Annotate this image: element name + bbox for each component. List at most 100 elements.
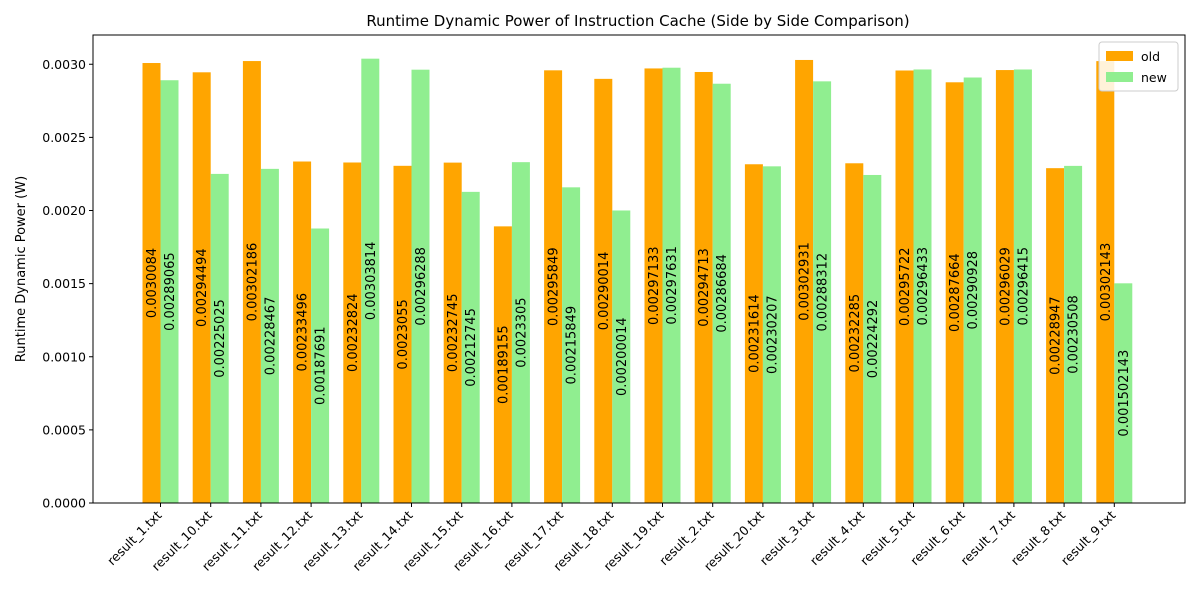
bar-new: [612, 210, 631, 503]
bar-new: [762, 166, 781, 503]
bar-new: [913, 69, 932, 503]
bar-new: [311, 228, 330, 504]
data-label-old: 0.00295722: [898, 247, 913, 326]
bar-new: [160, 80, 179, 504]
data-label-new: 0.00200014: [615, 317, 630, 396]
y-tick-label: 0.0030: [42, 57, 86, 72]
bar-old: [1096, 61, 1115, 503]
bar-old: [644, 68, 663, 503]
bar-old: [1046, 168, 1065, 503]
bar-old: [393, 165, 412, 503]
data-label-new: 0.00303814: [364, 242, 379, 321]
y-tick-label: 0.0010: [42, 349, 86, 364]
data-label-new: 0.00288312: [816, 253, 831, 332]
data-label-new: 0.00296415: [1016, 247, 1031, 326]
data-label-old: 0.00297133: [647, 246, 662, 325]
chart-title: Runtime Dynamic Power of Instruction Cac…: [366, 12, 909, 30]
y-tick-label: 0.0025: [42, 130, 86, 145]
data-label-old: 0.00294494: [195, 248, 210, 327]
bar-new: [963, 77, 982, 504]
data-label-new: 0.00296288: [414, 247, 429, 326]
y-tick-label: 0.0000: [42, 496, 86, 511]
data-label-old: 0.00232285: [848, 294, 863, 373]
data-label-new: 0.00289065: [163, 252, 178, 331]
data-label-new: 0.00224292: [866, 300, 881, 379]
data-label-old: 0.00302186: [245, 243, 260, 322]
data-label-old: 0.0030084: [145, 248, 160, 318]
legend-label-new: new: [1141, 70, 1167, 85]
bar-old: [694, 71, 713, 503]
data-label-new: 0.00230508: [1067, 295, 1082, 374]
bar-new: [863, 174, 882, 503]
bars-layer: [142, 58, 1133, 504]
data-label-old: 0.00231614: [747, 294, 762, 373]
data-label-new: 0.0023305: [514, 297, 529, 367]
data-label-new: 0.00228467: [263, 297, 278, 376]
data-label-old: 0.00189155: [496, 325, 511, 404]
bar-old: [142, 63, 161, 504]
data-label-new: 0.00296433: [916, 247, 931, 326]
y-tick-label: 0.0005: [42, 422, 86, 437]
legend-swatch-old: [1106, 51, 1133, 61]
plot-frame: [92, 34, 1186, 504]
y-axis: 0.0000 0.0005 0.0010 0.0015 0.0020 0.0025 0.00…: [42, 57, 93, 511]
bar-old: [895, 70, 914, 503]
data-label-new: 0.001502143: [1117, 350, 1132, 437]
bar-new: [411, 69, 430, 503]
bar-old: [242, 61, 261, 503]
data-label-old: 0.00228947: [1049, 296, 1064, 375]
data-label-old: 0.00232824: [346, 293, 361, 372]
bar-old: [945, 82, 964, 504]
data-label-new: 0.00212745: [464, 308, 479, 387]
data-label-new: 0.00290928: [966, 251, 981, 330]
bar-new: [813, 81, 832, 504]
bar-new: [662, 67, 681, 503]
data-label-new: 0.00187691: [314, 326, 329, 405]
bar-new: [1064, 165, 1083, 503]
bar-old: [544, 70, 563, 504]
data-label-new: 0.00297631: [665, 246, 680, 325]
bar-old: [744, 164, 763, 503]
legend-swatch-new: [1106, 72, 1133, 82]
bar-new: [1013, 69, 1032, 503]
data-label-new: 0.00286684: [715, 254, 730, 333]
x-axis: result_1.txtresult_10.txtresult_11.txtre…: [104, 503, 1118, 574]
data-label-old: 0.00302143: [1099, 243, 1114, 322]
y-tick-label: 0.0015: [42, 276, 86, 291]
bar-old: [493, 226, 512, 503]
data-label-new: 0.00230207: [765, 295, 780, 374]
bar-old: [192, 72, 211, 504]
bar-old: [995, 70, 1014, 503]
bar-old: [443, 162, 462, 503]
legend-label-old: old: [1141, 49, 1160, 64]
data-label-old: 0.00295849: [547, 247, 562, 326]
bar-old: [845, 163, 864, 503]
legend: old new: [1098, 41, 1179, 92]
data-label-old: 0.00296029: [998, 247, 1013, 326]
data-label-old: 0.00290014: [597, 252, 612, 331]
data-label-old: 0.00233496: [296, 293, 311, 372]
data-label-old: 0.00294713: [697, 248, 712, 327]
bar-new: [210, 173, 229, 503]
bar-old: [343, 162, 362, 503]
bar-new: [562, 187, 581, 503]
bar-old: [795, 59, 814, 504]
data-label-new: 0.00215849: [565, 306, 580, 385]
bar-new: [260, 168, 279, 504]
data-label-old: 0.00287664: [948, 253, 963, 332]
x-tick-label: result_9.txt: [1058, 507, 1119, 568]
y-tick-label: 0.0020: [42, 203, 86, 218]
bar-new: [361, 58, 380, 503]
data-label-old: 0.00232745: [446, 294, 461, 373]
y-axis-label: Runtime Dynamic Power (W): [14, 176, 29, 362]
bar-old: [293, 161, 312, 504]
data-label-old: 0.0023055: [396, 299, 411, 369]
bar-new: [712, 83, 731, 504]
bar-new: [511, 162, 530, 503]
bar-new: [1114, 283, 1133, 503]
bar-old: [594, 78, 613, 503]
bar-new: [461, 191, 480, 503]
data-label-new: 0.00225025: [213, 299, 228, 378]
